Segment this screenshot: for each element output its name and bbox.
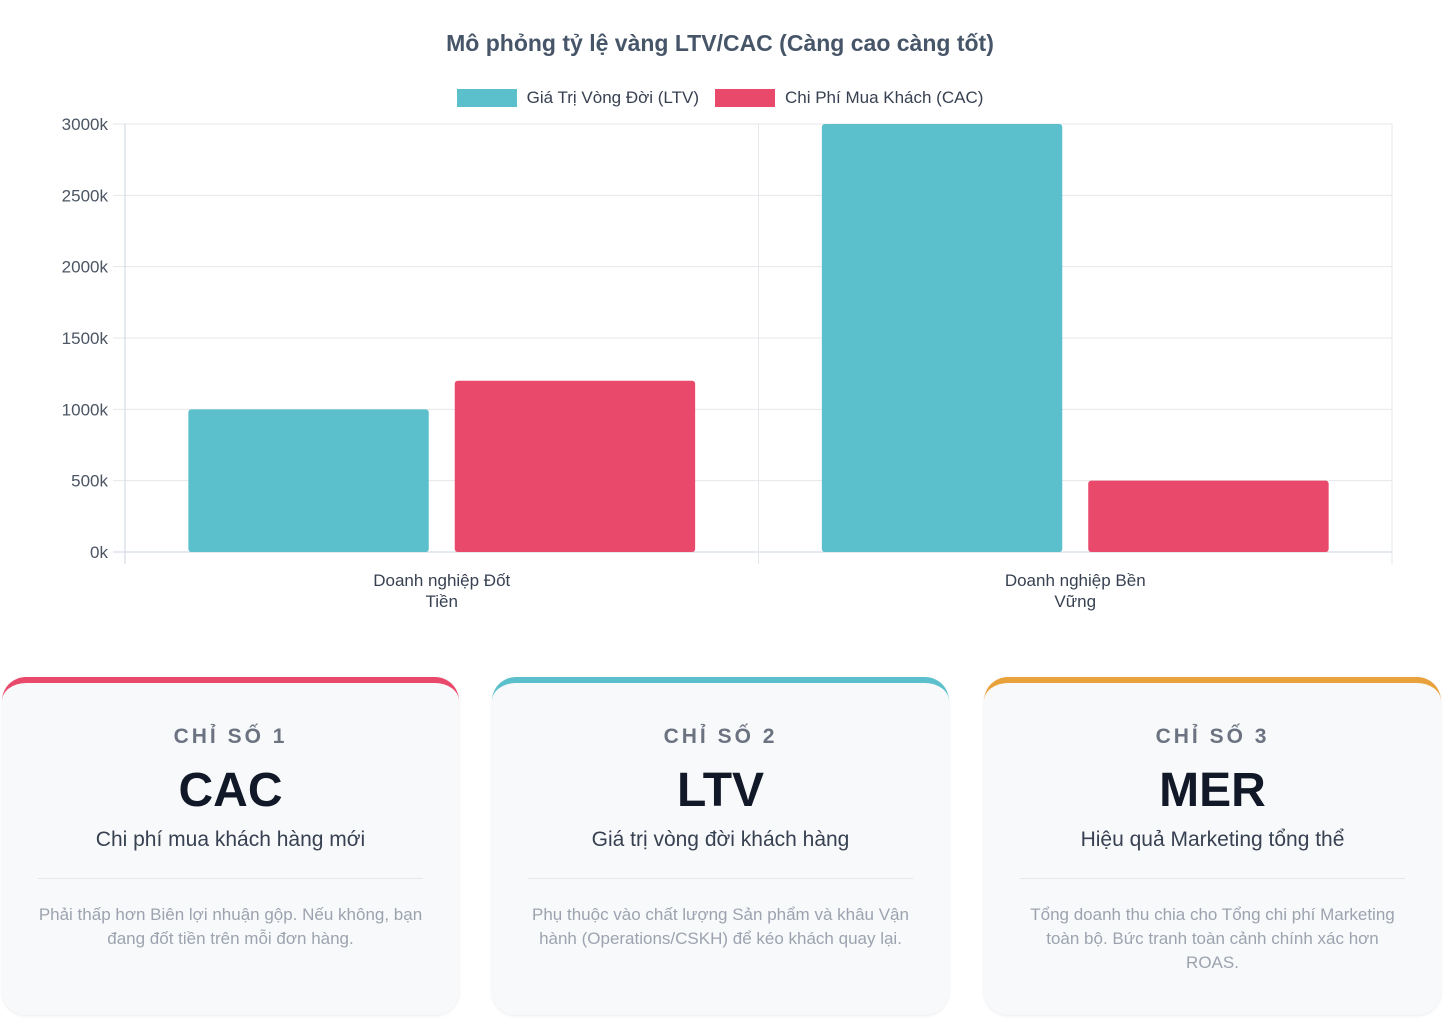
y-tick-label: 2000k (62, 258, 109, 277)
bar-ltv (821, 124, 1063, 552)
y-tick-label: 500k (71, 472, 108, 491)
bar-chart: 0k 500k 1000k 1500k 2000k 2500k 3000k Doanh ngh… (62, 115, 1393, 611)
card-subtitle: Hiệu quả Marketing tổng thể (1080, 828, 1345, 851)
card-eyebrow: CHỈ SỐ 3 (1155, 725, 1270, 748)
card-subtitle: Chi phí mua khách hàng mới (95, 828, 366, 851)
legend-label-ltv: Giá Trị Vòng Đời (LTV) (526, 88, 699, 107)
card-divider (38, 878, 423, 879)
metric-cards: CHỈ SỐ 1 CAC Chi phí mua khách hàng mới … (0, 677, 1450, 1017)
metric-card-cac: CHỈ SỐ 1 CAC Chi phí mua khách hàng mới … (2, 677, 459, 1015)
x-tick-label: Doanh nghiệp Đốt (373, 571, 510, 590)
legend-item-ltv[interactable]: Giá Trị Vòng Đời (LTV) (456, 88, 699, 108)
y-tick-label: 3000k (62, 115, 109, 134)
card-description: Phụ thuộc vào chất lượng Sản phẩm và khâ… (532, 905, 909, 948)
chart-area: Mô phỏng tỷ lệ vàng LTV/CAC (Càng cao cà… (0, 30, 1440, 611)
bar-cac (454, 380, 696, 552)
bar-cac (1088, 480, 1329, 552)
card-subtitle: Giá trị vòng đời khách hàng (591, 828, 850, 851)
x-tick-label: Tiền (426, 592, 458, 611)
y-tick-label: 0k (90, 543, 108, 562)
card-metric: CAC (178, 764, 283, 817)
legend-swatch-ltv (456, 89, 517, 107)
card-description: Tổng doanh thu chia cho Tổng chi phí Mar… (1030, 905, 1395, 972)
card-metric: LTV (676, 764, 765, 817)
x-tick-label: Doanh nghiệp Bền (1005, 571, 1146, 590)
card-metric: MER (1159, 764, 1266, 817)
card-divider (528, 878, 913, 879)
y-tick-label: 1000k (62, 400, 109, 419)
y-tick-label: 1500k (62, 329, 109, 348)
legend-swatch-cac (714, 89, 775, 107)
x-tick-label: Vững (1054, 592, 1096, 611)
card-eyebrow: CHỈ SỐ 2 (663, 725, 778, 748)
y-tick-label: 2500k (62, 186, 109, 205)
card-description: Phải thấp hơn Biên lợi nhuận gộp. Nếu kh… (38, 905, 423, 948)
bar-ltv (188, 409, 429, 552)
chart-title: Mô phỏng tỷ lệ vàng LTV/CAC (Càng cao cà… (446, 30, 994, 56)
metric-card-ltv: CHỈ SỐ 2 LTV Giá trị vòng đời khách hàng… (492, 677, 949, 1015)
metric-card-mer: CHỈ SỐ 3 MER Hiệu quả Marketing tổng thể… (984, 677, 1441, 1015)
card-eyebrow: CHỈ SỐ 1 (173, 725, 288, 748)
chart-legend: Giá Trị Vòng Đời (LTV) Chi Phí Mua Khách… (0, 88, 1440, 108)
legend-label-cac: Chi Phí Mua Khách (CAC) (784, 88, 984, 107)
legend-item-cac[interactable]: Chi Phí Mua Khách (CAC) (714, 88, 984, 108)
card-divider (1020, 878, 1405, 879)
